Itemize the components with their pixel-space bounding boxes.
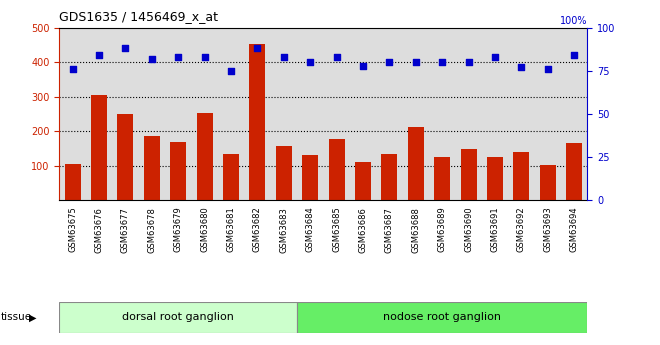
Point [437,59,447,65]
Bar [540,165,556,200]
Point [120,46,131,51]
Point [490,54,500,60]
Bar [381,154,397,200]
Point [358,63,368,68]
Text: GSM63682: GSM63682 [253,207,262,253]
Point [305,59,315,65]
Text: GSM63680: GSM63680 [200,207,209,253]
Text: GSM63689: GSM63689 [438,207,447,253]
Point [94,52,104,58]
Point [279,54,289,60]
Text: GSM63678: GSM63678 [147,207,156,253]
Point [463,59,474,65]
Text: GSM63685: GSM63685 [332,207,341,253]
Bar [329,139,345,200]
Bar [408,127,424,200]
Bar [223,154,239,200]
Text: GDS1635 / 1456469_x_at: GDS1635 / 1456469_x_at [59,10,218,23]
Bar [91,95,107,200]
Bar [170,142,186,200]
Text: GSM63677: GSM63677 [121,207,130,253]
Bar [355,162,371,200]
Bar [297,302,587,333]
Text: ▶: ▶ [29,313,36,322]
Point [569,52,579,58]
Bar [249,44,265,200]
Bar [461,149,477,200]
Text: GSM63676: GSM63676 [94,207,104,253]
Text: tissue: tissue [1,313,32,322]
Point [516,65,527,70]
Bar [487,157,503,200]
Point [199,54,210,60]
Point [252,46,263,51]
Bar [144,136,160,200]
Text: nodose root ganglion: nodose root ganglion [383,313,501,322]
Bar [276,146,292,200]
Point [411,59,421,65]
Text: 100%: 100% [560,16,587,26]
Text: GSM63688: GSM63688 [411,207,420,253]
Point [173,54,183,60]
Bar [65,164,81,200]
Point [147,56,157,61]
Bar [434,157,450,200]
Text: GSM63694: GSM63694 [570,207,579,252]
Bar [302,155,318,200]
Text: GSM63686: GSM63686 [358,207,368,253]
Bar [59,302,297,333]
Text: GSM63679: GSM63679 [174,207,183,253]
Point [67,66,78,72]
Bar [117,114,133,200]
Text: GSM63683: GSM63683 [279,207,288,253]
Text: GSM63687: GSM63687 [385,207,394,253]
Point [543,66,553,72]
Text: GSM63684: GSM63684 [306,207,315,253]
Bar [566,143,582,200]
Point [384,59,395,65]
Bar [513,152,529,200]
Point [226,68,236,73]
Bar [197,113,213,200]
Text: GSM63681: GSM63681 [226,207,236,253]
Text: GSM63690: GSM63690 [464,207,473,252]
Text: GSM63693: GSM63693 [543,207,552,253]
Text: GSM63675: GSM63675 [68,207,77,253]
Text: GSM63692: GSM63692 [517,207,526,252]
Point [331,54,342,60]
Text: GSM63691: GSM63691 [490,207,500,252]
Text: dorsal root ganglion: dorsal root ganglion [122,313,234,322]
